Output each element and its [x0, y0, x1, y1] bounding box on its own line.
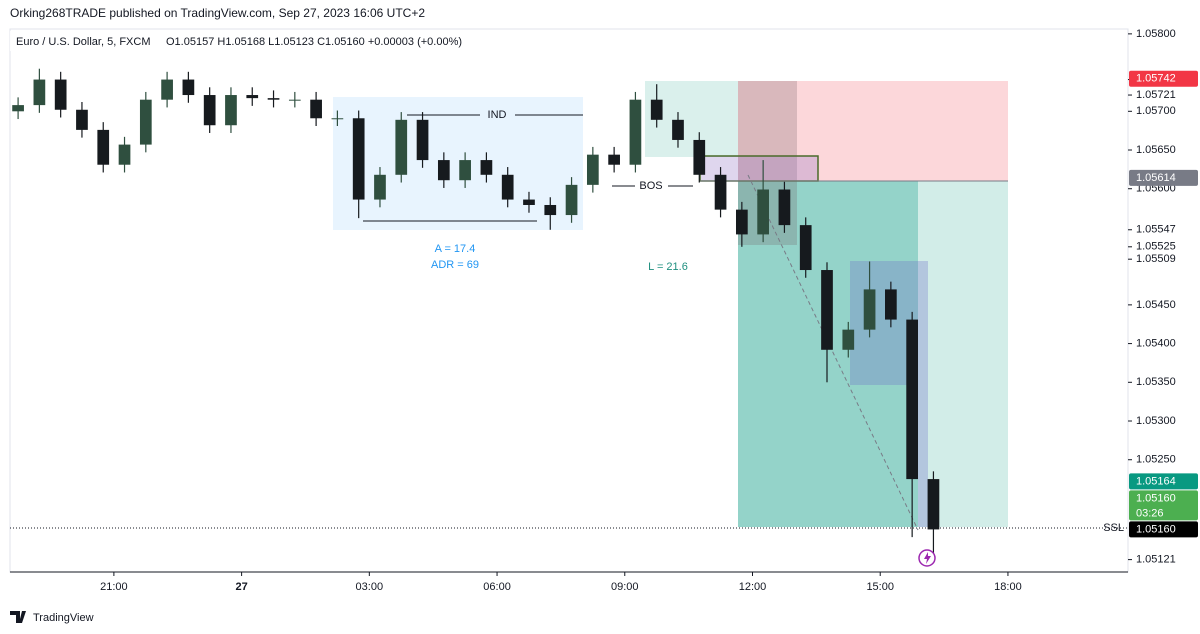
y-tick-label: 1.05450	[1136, 299, 1176, 311]
range-box	[333, 97, 583, 230]
ind-label: IND	[488, 109, 507, 121]
x-tick-label: 12:00	[739, 581, 767, 593]
candle-body	[459, 160, 471, 181]
candle-body	[608, 154, 620, 165]
price-badge	[1129, 521, 1198, 538]
y-tick-label: 1.05547	[1136, 224, 1176, 236]
x-tick-label: 09:00	[611, 581, 639, 593]
publisher: Orking268TRADE published on TradingView.…	[10, 6, 425, 20]
target-zone	[738, 181, 1008, 527]
price-badge	[1129, 473, 1198, 490]
candle-body	[76, 109, 88, 130]
axes: 21:00 27 03:00 06:00 09:00 12:00 15:00 18:00 1.0…	[100, 28, 1198, 593]
a-label: A = 17.4	[435, 243, 476, 255]
candle-body	[437, 160, 450, 181]
symbol: Euro / U.S. Dollar, 5, FXCM	[16, 36, 150, 48]
candle-body	[863, 289, 876, 330]
candle-body	[523, 199, 535, 205]
x-tick-label: 03:00	[356, 581, 384, 593]
candle-body	[416, 119, 429, 161]
y-tick-label: 1.05121	[1136, 554, 1176, 566]
x-tick-label: 06:00	[483, 581, 511, 593]
y-tick-label: 1.05350	[1136, 376, 1176, 388]
x-tick-label: 18:00	[994, 581, 1022, 593]
y-tick-label: 1.05700	[1136, 105, 1176, 117]
candle-body	[246, 95, 259, 99]
candle-body	[225, 95, 237, 126]
purple-box	[918, 385, 928, 527]
candle-body	[735, 209, 748, 235]
price-badge	[1129, 169, 1198, 186]
y-tick-label: 1.05509	[1136, 253, 1176, 265]
x-tick-label: 27	[235, 581, 247, 593]
y-tick-label: 1.05250	[1136, 454, 1176, 466]
candle-body	[395, 119, 408, 175]
candle-body	[906, 319, 919, 480]
candle-body	[310, 99, 322, 119]
ssl-label: SSL	[1103, 522, 1124, 534]
candle-body	[629, 99, 642, 165]
candle-body	[927, 479, 940, 530]
candle-body	[182, 79, 195, 96]
price-badge-label: 1.05160	[1136, 492, 1176, 504]
candle-body	[885, 289, 897, 320]
candle-body	[501, 174, 514, 200]
price-badge-label: 1.05164	[1136, 475, 1176, 487]
alert-bolt	[924, 552, 931, 564]
logo	[10, 611, 26, 623]
candle-body	[693, 139, 706, 175]
brand: TradingView	[33, 612, 94, 624]
adr-label: ADR = 69	[431, 259, 479, 271]
candle-body	[97, 129, 110, 165]
candle-body	[544, 204, 557, 216]
y-tick-label: 1.05400	[1136, 337, 1176, 349]
candle-body	[757, 189, 769, 235]
x-tick-label: 21:00	[100, 581, 128, 593]
candle-body	[714, 174, 727, 210]
candle-body	[54, 79, 67, 110]
y-tick-label: 1.05525	[1136, 241, 1176, 253]
price-badge-label: 1.05614	[1136, 172, 1176, 184]
bos-label: BOS	[639, 180, 662, 192]
candle-body	[12, 105, 24, 112]
price-badge-label: 1.05742	[1136, 73, 1176, 85]
candle-body	[139, 99, 152, 145]
price-badge	[1129, 70, 1198, 87]
candle-body	[799, 225, 812, 271]
price-badge	[1129, 490, 1198, 521]
candle-body	[267, 98, 280, 100]
legend-bg	[10, 31, 490, 51]
candle-body	[331, 118, 344, 120]
candle-body	[288, 99, 301, 101]
y-tick-label: 1.05650	[1136, 144, 1176, 156]
l-label: L = 21.6	[648, 261, 688, 273]
candle-body	[650, 99, 663, 120]
candle-body	[374, 174, 386, 200]
candle-body	[672, 119, 684, 140]
ohlc: O1.05157 H1.05168 L1.05123 C1.05160 +0.0…	[166, 36, 462, 48]
candle-body	[778, 189, 791, 226]
candles	[12, 68, 940, 560]
x-tick-label: 15:00	[866, 581, 894, 593]
candle-body	[842, 329, 855, 350]
candle-body	[33, 79, 46, 106]
candle-body	[821, 270, 833, 350]
candle-body	[118, 144, 131, 165]
y-tick-label: 1.05300	[1136, 415, 1176, 427]
candle-body	[203, 95, 216, 126]
stop-zone	[738, 81, 1008, 181]
candle-body	[161, 79, 173, 100]
countdown: 03:26	[1136, 507, 1164, 519]
candle-body	[480, 160, 493, 175]
target-progress	[738, 181, 918, 527]
y-tick-label: 1.05721	[1136, 89, 1176, 101]
candle-body	[565, 184, 578, 216]
price-badge-label: 1.05160	[1136, 523, 1176, 535]
trend-dash	[747, 174, 919, 531]
candle-body	[352, 118, 365, 200]
y-tick-label: 1.05800	[1136, 28, 1176, 40]
candle-body	[586, 154, 599, 185]
